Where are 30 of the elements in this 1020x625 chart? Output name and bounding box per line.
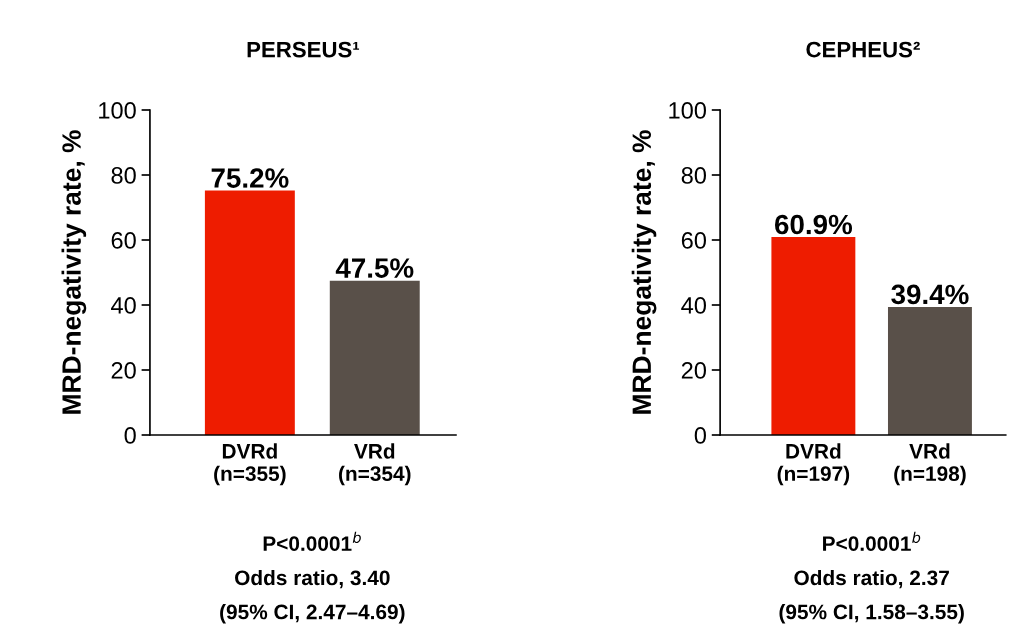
y-tick-label: 20 — [681, 362, 706, 379]
x-tick-label: DVRd (n=355) — [214, 443, 286, 486]
chart-title: PERSEUS¹ — [247, 41, 360, 58]
y-tick-label: 60 — [111, 232, 136, 249]
text: (95% CI, 1.58–3.55) — [779, 604, 964, 624]
y-tick-label: 80 — [681, 167, 706, 184]
y-tick-label: 40 — [111, 297, 136, 314]
y-axis-title: MRD-negativity rate, % — [631, 130, 657, 414]
x-tick-label: DVRd (n=197) — [777, 443, 850, 486]
text: Odds ratio, 3.40 — [235, 569, 390, 589]
y-tick-label: 0 — [124, 427, 136, 444]
data-label: 39.4% — [891, 284, 969, 305]
text: P<0.0001$^{b}$ — [263, 531, 361, 551]
chart-title: CEPHEUS² — [806, 41, 920, 58]
y-axis-title: MRD-negativity rate, % — [61, 130, 87, 414]
y-tick-label: 0 — [694, 427, 706, 444]
y-tick-label: 60 — [681, 232, 706, 249]
y-tick-label: 100 — [669, 102, 707, 119]
text: Odds ratio, 2.37 — [794, 569, 949, 589]
text: P<0.0001$^{b}$ — [823, 531, 921, 551]
data-label: 75.2% — [211, 168, 289, 188]
x-tick-label: VRd (n=198) — [894, 443, 966, 486]
text: (95% CI, 2.47–4.69) — [220, 604, 405, 624]
y-tick-label: 100 — [99, 102, 136, 119]
y-tick-label: 80 — [111, 167, 136, 184]
y-tick-label: 40 — [681, 297, 706, 314]
data-label: 60.9% — [775, 214, 853, 235]
x-tick-label: VRd (n=354) — [339, 443, 411, 486]
data-label: 47.5% — [335, 258, 414, 278]
y-tick-label: 20 — [111, 362, 136, 379]
